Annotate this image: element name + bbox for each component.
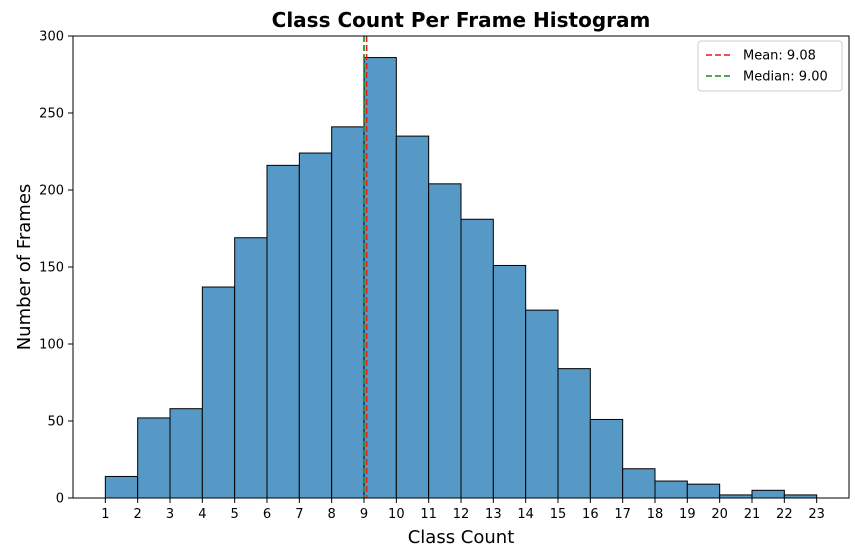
y-tick-label: 300 xyxy=(39,30,64,45)
y-tick-label: 250 xyxy=(39,107,64,122)
histogram-bar xyxy=(234,237,268,499)
x-tick-label: 6 xyxy=(263,507,271,522)
x-tick-label: 18 xyxy=(647,507,664,522)
x-tick-label: 9 xyxy=(360,507,368,522)
x-tick-label: 16 xyxy=(582,507,599,522)
histogram-bar xyxy=(104,475,139,499)
x-tick-label: 13 xyxy=(485,507,502,522)
histogram-bar xyxy=(169,408,203,499)
reference-lines-group xyxy=(363,36,368,498)
x-axis: 1 2 3 4 5 6 7 8 9 10 11 12 13 14 15 16 17 18 19 20 21 22 23 xyxy=(101,498,825,522)
histogram-bar xyxy=(363,57,397,499)
histogram-bar xyxy=(266,164,300,499)
x-tick-label: 14 xyxy=(517,507,534,522)
x-tick-label: 12 xyxy=(453,507,470,522)
histogram-bar xyxy=(428,183,462,499)
x-tick-label: 10 xyxy=(388,507,405,522)
x-tick-label: 19 xyxy=(679,507,696,522)
chart-title: Class Count Per Frame Histogram xyxy=(272,8,651,32)
histogram-bar xyxy=(492,264,527,499)
x-tick-label: 15 xyxy=(550,507,567,522)
histogram-bar xyxy=(622,468,656,499)
x-tick-label: 5 xyxy=(231,507,239,522)
legend-box xyxy=(697,40,843,92)
x-axis-label: Class Count xyxy=(408,527,515,548)
y-tick-label: 100 xyxy=(39,338,64,353)
x-tick-label: 7 xyxy=(295,507,303,522)
y-axis-label: Number of Frames xyxy=(14,184,35,351)
legend: Mean: 9.08 Median: 9.00 xyxy=(697,40,843,92)
histogram-bar xyxy=(686,483,721,499)
histogram-bar xyxy=(137,417,171,499)
x-tick-label: 8 xyxy=(328,507,336,522)
histogram-bar xyxy=(331,126,365,499)
histogram-bar xyxy=(395,135,430,499)
x-tick-label: 11 xyxy=(420,507,437,522)
y-tick-label: 150 xyxy=(39,261,64,276)
histogram-bar xyxy=(525,309,559,499)
histogram-bar xyxy=(557,368,591,499)
x-tick-label: 4 xyxy=(198,507,206,522)
x-tick-label: 21 xyxy=(744,507,761,522)
histogram-bar xyxy=(460,218,494,499)
bars-group xyxy=(104,57,818,499)
histogram-bar xyxy=(751,489,785,499)
y-tick-label: 200 xyxy=(39,184,64,199)
x-tick-label: 22 xyxy=(776,507,793,522)
y-tick-label: 0 xyxy=(56,492,64,507)
histogram-bar xyxy=(654,480,688,499)
x-tick-label: 2 xyxy=(134,507,142,522)
x-tick-label: 20 xyxy=(711,507,728,522)
x-tick-label: 1 xyxy=(101,507,109,522)
x-tick-label: 23 xyxy=(808,507,825,522)
histogram-bar xyxy=(201,286,236,499)
legend-entry-label: Mean: 9.08 xyxy=(743,49,816,64)
x-tick-label: 17 xyxy=(614,507,631,522)
y-axis: 0 50 100 150 200 250 300 xyxy=(39,30,73,507)
histogram-bar xyxy=(298,152,333,499)
y-tick-label: 50 xyxy=(47,415,64,430)
x-tick-label: 3 xyxy=(166,507,174,522)
legend-entry-label: Median: 9.00 xyxy=(743,70,828,85)
histogram-bar xyxy=(589,418,624,499)
